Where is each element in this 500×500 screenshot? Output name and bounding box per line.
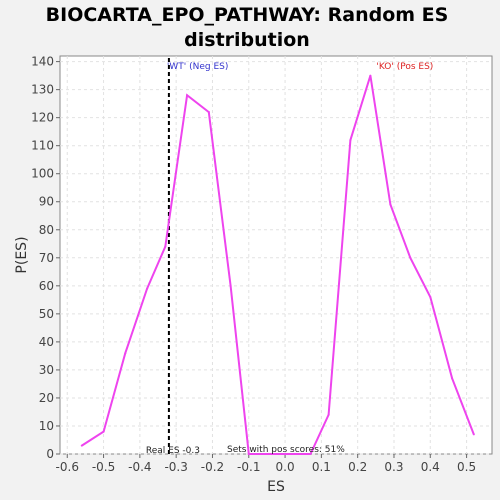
y-tick-label: 40: [39, 335, 54, 349]
y-tick-label: 140: [31, 55, 54, 69]
real-es-annotation: Real ES -0.3: [146, 446, 200, 456]
y-tick-label: 60: [39, 279, 54, 293]
data-point: [472, 433, 475, 436]
x-tick-label: -0.1: [237, 460, 260, 474]
ko-pos-es-annotation: 'KO' (Pos ES): [376, 62, 433, 72]
x-axis-ticks: -0.6 -0.5 -0.4 -0.3 -0.2 -0.1 0.0 0.1 0.2 0.3 0.4 0…: [56, 454, 476, 474]
y-axis-ticks: 0 10 20 30 40 50 60 70 80 90 100 110 120 130 140: [31, 55, 60, 461]
x-tick-label: 0.1: [312, 460, 331, 474]
data-point: [186, 94, 189, 97]
data-point: [309, 453, 312, 455]
x-tick-label: 0.3: [384, 460, 403, 474]
y-tick-label: 80: [39, 223, 54, 237]
y-tick-label: 20: [39, 391, 54, 405]
y-axis-label: P(ES): [14, 236, 30, 273]
y-tick-label: 0: [46, 447, 54, 461]
x-tick-label: 0.0: [276, 460, 295, 474]
data-point: [229, 284, 232, 287]
x-tick-label: -0.6: [56, 460, 79, 474]
y-tick-label: 30: [39, 363, 54, 377]
y-tick-label: 120: [31, 111, 54, 125]
data-point: [327, 413, 330, 416]
wt-neg-es-annotation: 'WT' (Neg ES): [167, 62, 228, 72]
y-tick-label: 90: [39, 195, 54, 209]
series-points: [80, 74, 475, 455]
data-point: [80, 444, 83, 447]
x-tick-label: 0.2: [348, 460, 367, 474]
plot-area: [59, 55, 493, 455]
x-axis-label: ES: [267, 479, 285, 495]
x-tick-label: -0.5: [92, 460, 115, 474]
data-point: [247, 453, 250, 455]
pos-scores-annotation: Sets with pos scores: 51%: [227, 445, 345, 455]
data-point: [124, 352, 127, 355]
chart-title-line2: distribution: [184, 29, 310, 51]
x-tick-label: -0.4: [128, 460, 151, 474]
data-point: [389, 203, 392, 206]
random-es-series-line: [81, 75, 475, 455]
data-point: [269, 453, 272, 455]
y-tick-label: 110: [31, 139, 54, 153]
y-tick-label: 10: [39, 419, 54, 433]
x-tick-label: -0.3: [164, 460, 187, 474]
data-point: [291, 453, 294, 455]
x-tick-label: 0.4: [421, 460, 440, 474]
y-tick-label: 70: [39, 251, 54, 265]
data-point: [369, 74, 372, 77]
data-point: [207, 111, 210, 114]
x-tick-label: 0.5: [457, 460, 476, 474]
data-point: [102, 430, 105, 433]
chart-title-line1: BIOCARTA_EPO_PATHWAY: Random ES: [46, 4, 449, 26]
data-point: [349, 139, 352, 142]
y-tick-label: 130: [31, 83, 54, 97]
y-tick-label: 100: [31, 167, 54, 181]
data-point: [429, 296, 432, 299]
data-point: [409, 256, 412, 259]
data-point: [451, 377, 454, 380]
x-tick-label: -0.2: [201, 460, 224, 474]
data-point: [164, 245, 167, 248]
y-tick-label: 50: [39, 307, 54, 321]
data-point: [146, 287, 149, 290]
